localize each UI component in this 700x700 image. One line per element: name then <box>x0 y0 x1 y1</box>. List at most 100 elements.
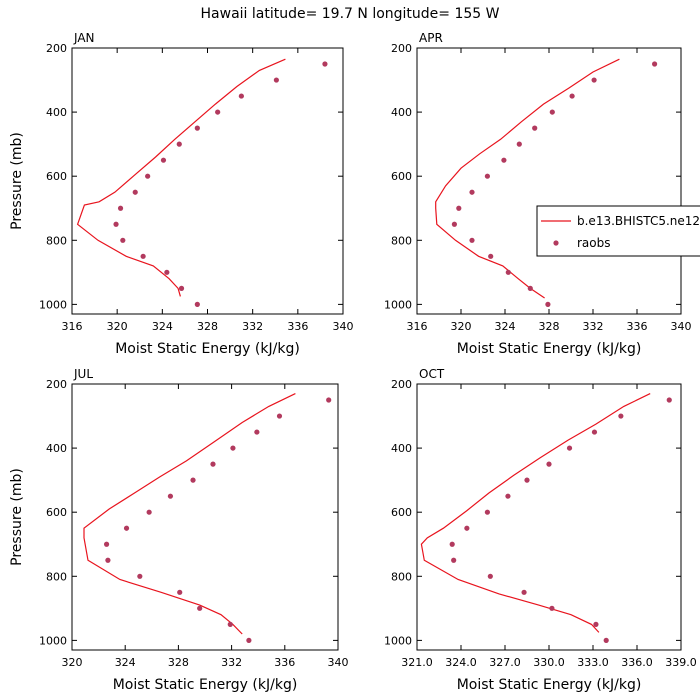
raobs-point <box>145 173 151 179</box>
x-tick-label: 320 <box>107 320 128 333</box>
raobs-point <box>591 77 597 83</box>
legend-label: raobs <box>577 236 611 250</box>
raobs-point <box>484 173 490 179</box>
y-tick-label: 400 <box>391 442 412 455</box>
y-tick-label: 600 <box>46 506 67 519</box>
model-series-line <box>420 393 651 633</box>
legend-marker-swatch <box>553 240 559 246</box>
plot-frame <box>416 383 682 651</box>
raobs-point <box>164 269 170 275</box>
raobs-point <box>469 189 475 195</box>
y-tick-label: 800 <box>46 570 67 583</box>
y-tick-label: 1000 <box>384 634 412 647</box>
panel-jul: 320 324 328 332 336 340 200 400 600 800 1000 JUL Moi… <box>9 367 349 693</box>
raobs-point <box>227 621 233 627</box>
panels: 316 320 324 328 332 336 340 200 400 600 800 1000 JAN… <box>9 31 697 693</box>
raobs-point <box>549 605 555 611</box>
raobs-point <box>524 477 530 483</box>
panel-title: JUL <box>73 367 93 381</box>
panel-jan: 316 320 324 328 332 336 340 200 400 600 800 1000 JAN… <box>9 31 354 357</box>
raobs-point <box>160 157 167 163</box>
x-tick-label: 328 <box>197 320 218 333</box>
y-tick-label: 800 <box>391 570 412 583</box>
raobs-point <box>246 637 252 643</box>
raobs-point <box>140 253 146 259</box>
panel-oct: 321.0 324.0 327.0 330.0 333.0 336.0 339.0 200 40… <box>384 367 697 693</box>
raobs-point <box>566 445 573 451</box>
raobs-point <box>501 157 507 163</box>
x-tick-label: 316 <box>407 320 428 333</box>
raobs-point <box>322 61 328 67</box>
raobs-point <box>210 461 216 467</box>
raobs-point <box>230 445 236 451</box>
x-tick-label: 324.0 <box>445 656 477 669</box>
y-tick-label: 600 <box>391 170 412 183</box>
x-tick-label: 327.0 <box>489 656 521 669</box>
raobs-point <box>273 77 279 83</box>
raobs-point <box>484 509 490 515</box>
y-tick-label: 1000 <box>39 634 67 647</box>
raobs-point <box>532 125 538 131</box>
x-tick-label: 339.0 <box>665 656 697 669</box>
y-tick-label: 600 <box>46 170 67 183</box>
raobs-point <box>488 253 494 259</box>
y-tick-label: 800 <box>46 234 67 247</box>
y-tick-label: 400 <box>46 106 67 119</box>
raobs-point <box>618 413 624 419</box>
y-tick-label: 1000 <box>39 298 67 311</box>
legend-box <box>536 205 700 257</box>
raobs-point <box>652 61 658 67</box>
raobs-point <box>521 589 527 595</box>
x-tick-label: 328 <box>168 656 189 669</box>
raobs-point <box>178 285 185 291</box>
x-tick-label: 330.0 <box>533 656 565 669</box>
x-tick-label: 328 <box>539 320 560 333</box>
raobs-point <box>137 573 143 579</box>
x-tick-label: 320 <box>62 656 83 669</box>
plot-frame <box>71 47 344 315</box>
raobs-point <box>194 301 200 307</box>
raobs-point <box>546 461 552 467</box>
y-tick-label: 800 <box>391 234 412 247</box>
x-axis-label: Moist Static Energy (kJ/kg) <box>113 677 298 693</box>
y-tick-label: 200 <box>46 42 67 55</box>
plot-frame <box>416 47 682 315</box>
x-tick-label: 320 <box>451 320 472 333</box>
raobs-point <box>176 141 182 147</box>
raobs-point <box>505 269 511 275</box>
y-tick-label: 400 <box>46 442 67 455</box>
raobs-point <box>666 397 672 403</box>
x-tick-label: 324 <box>152 320 173 333</box>
x-tick-label: 340 <box>671 320 692 333</box>
x-tick-label: 324 <box>115 656 136 669</box>
raobs-point <box>132 189 138 195</box>
x-tick-label: 336 <box>287 320 308 333</box>
y-tick-label: 400 <box>391 106 412 119</box>
raobs-point <box>120 237 126 243</box>
x-tick-label: 332 <box>583 320 604 333</box>
raobs-point <box>190 477 196 483</box>
raobs-point <box>449 541 455 547</box>
raobs-point <box>591 429 598 435</box>
y-tick-label: 600 <box>391 506 412 519</box>
panel-title: JAN <box>73 31 95 45</box>
raobs-point <box>549 109 555 115</box>
panel-title: OCT <box>419 367 445 381</box>
model-series-line <box>76 58 286 297</box>
raobs-point <box>469 237 475 243</box>
legend-label: b.e13.BHISTC5.ne120_t12.cesm-ihesp-hires… <box>577 214 700 228</box>
plot-frame <box>71 383 339 651</box>
raobs-point <box>527 285 533 291</box>
x-tick-label: 332 <box>242 320 263 333</box>
x-tick-label: 332 <box>221 656 242 669</box>
x-tick-label: 336 <box>274 656 295 669</box>
raobs-point <box>545 301 551 307</box>
raobs-point <box>505 493 511 499</box>
panel-title: APR <box>419 31 443 45</box>
raobs-point <box>117 205 124 211</box>
panel-apr: 316 320 324 328 332 336 340 200 400 600 800 1000 APR… <box>384 31 692 357</box>
figure-title: Hawaii latitude= 19.7 N longitude= 155 W <box>201 6 500 22</box>
raobs-point <box>464 525 470 531</box>
x-tick-label: 336 <box>627 320 648 333</box>
